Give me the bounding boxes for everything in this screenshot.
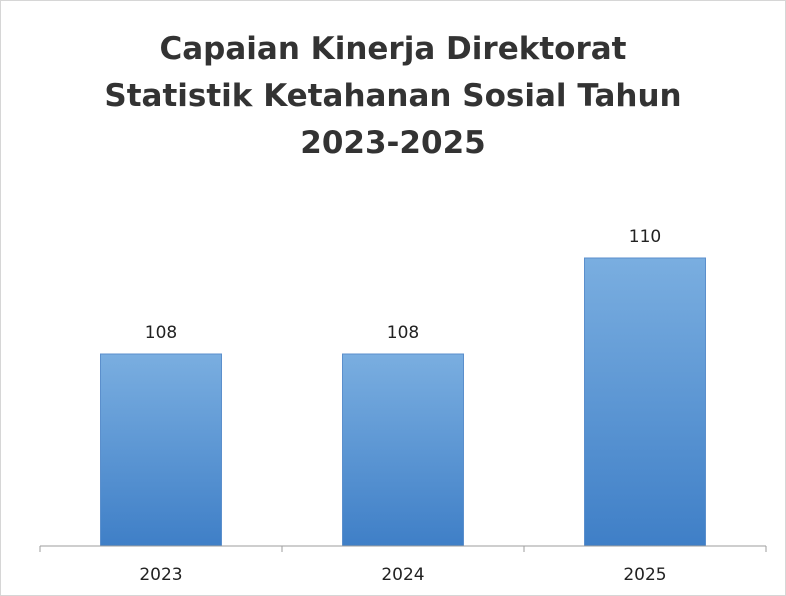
bar-2023 [100, 353, 222, 547]
data-label-2025: 110 [629, 227, 661, 247]
x-tick-label-2025: 2025 [623, 565, 666, 585]
data-label-2024: 108 [387, 323, 419, 343]
bar-2024 [342, 353, 464, 547]
chart-title-line-2: Statistik Ketahanan Sosial Tahun [104, 78, 682, 114]
chart-title: Capaian Kinerja Direktorat Statistik Ket… [0, 26, 786, 167]
chart-title-line-3: 2023-2025 [300, 125, 486, 161]
x-tick-label-2024: 2024 [381, 565, 424, 585]
x-tick-label-2023: 2023 [139, 565, 182, 585]
bar-2025 [584, 257, 706, 547]
chart-title-line-1: Capaian Kinerja Direktorat [159, 31, 627, 67]
data-label-2023: 108 [145, 323, 177, 343]
